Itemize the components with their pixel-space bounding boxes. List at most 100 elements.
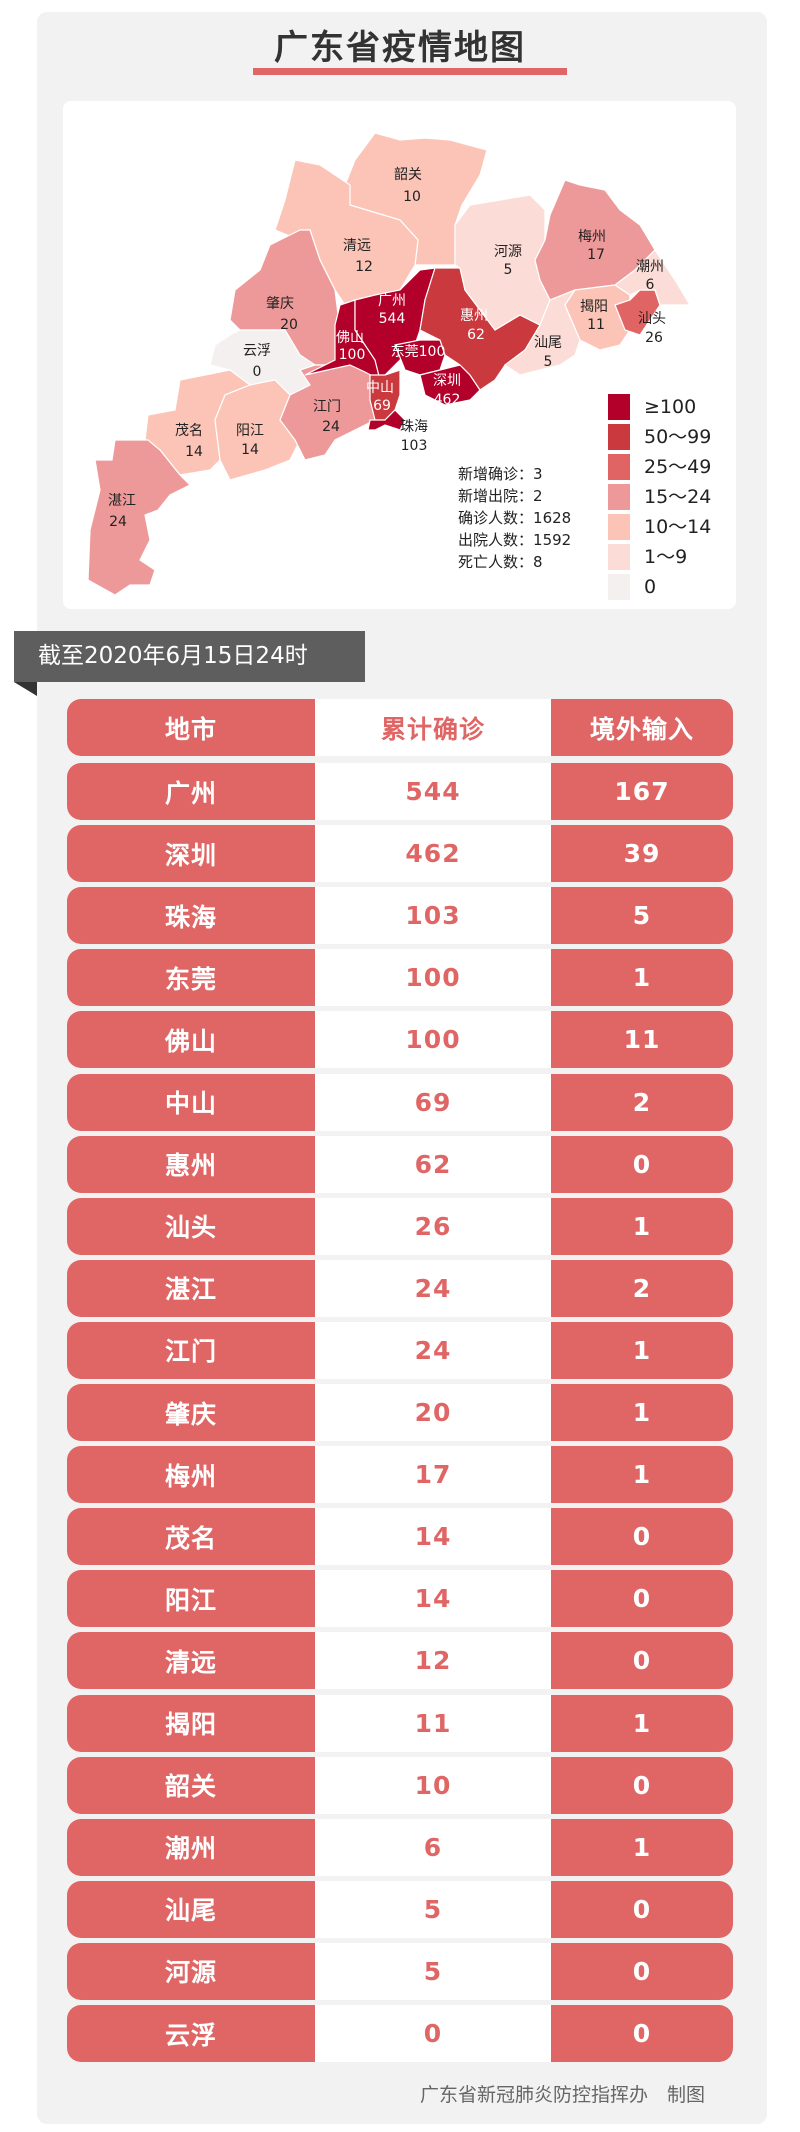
imported-cell: 0 — [551, 1880, 733, 1938]
region-name-label: 揭阳 — [580, 299, 608, 315]
imported-cell: 0 — [551, 1570, 733, 1628]
region-name-label: 佛山 — [336, 330, 364, 346]
imported-cell: 167 — [551, 763, 733, 820]
table-row: 韶关 10 0 — [67, 1756, 733, 1814]
region-name-label: 清远 — [343, 238, 371, 254]
table-row: 茂名 14 0 — [67, 1508, 733, 1566]
confirmed-cell: 累计确诊 — [315, 699, 551, 756]
imported-cell: 39 — [551, 825, 733, 883]
city-cell: 揭阳 — [67, 1694, 315, 1752]
map-region — [503, 288, 581, 376]
region-name-label: 惠州 — [460, 308, 488, 324]
legend-item: ≥100 — [608, 392, 711, 422]
map-region — [367, 409, 406, 431]
region-name-label: 汕尾 — [534, 335, 562, 351]
stats-block: 新增确诊：3 新增出院：2 确诊人数：1628 出院人数：1592 死亡人数：8 — [458, 463, 571, 573]
city-cell: 地市 — [67, 699, 315, 756]
confirmed-cell: 544 — [315, 763, 551, 820]
confirmed-cell: 5 — [315, 1880, 551, 1938]
city-cell: 江门 — [67, 1321, 315, 1379]
imported-cell: 1 — [551, 1818, 733, 1876]
imported-cell: 5 — [551, 887, 733, 945]
city-cell: 阳江 — [67, 1570, 315, 1628]
table-row: 广州 544 167 — [67, 763, 733, 820]
map-region — [394, 339, 446, 376]
city-cell: 湛江 — [67, 1259, 315, 1317]
legend-item: 50～99 — [608, 422, 711, 452]
legend-swatch — [608, 424, 630, 450]
region-name-label: 东莞100 — [391, 344, 446, 360]
stat-line: 出院人数：1592 — [458, 529, 571, 551]
table-row: 汕头 26 1 — [67, 1197, 733, 1255]
city-cell: 广州 — [67, 763, 315, 820]
region-value-label: 12 — [355, 259, 373, 275]
table-row: 汕尾 5 0 — [67, 1880, 733, 1938]
imported-cell: 1 — [551, 1694, 733, 1752]
table-header: 地市 累计确诊 境外输入 — [67, 699, 733, 756]
city-cell: 中山 — [67, 1073, 315, 1131]
table-row: 中山 69 2 — [67, 1073, 733, 1131]
region-name-label: 江门 — [313, 399, 341, 415]
legend-swatch — [608, 484, 630, 510]
region-name-label: 潮州 — [636, 259, 664, 275]
city-cell: 深圳 — [67, 825, 315, 883]
stat-label: 死亡人数 — [458, 553, 519, 571]
imported-cell: 0 — [551, 1632, 733, 1690]
region-name-label: 中山 — [366, 380, 394, 396]
region-value-label: 69 — [373, 398, 391, 414]
table-row: 阳江 14 0 — [67, 1570, 733, 1628]
stat-separator: ： — [518, 531, 534, 549]
stat-line: 确诊人数：1628 — [458, 507, 571, 529]
stat-separator: ： — [518, 487, 534, 505]
legend-label: 50～99 — [644, 426, 712, 448]
region-name-label: 云浮 — [243, 343, 271, 359]
stat-label: 新增确诊 — [458, 465, 519, 483]
date-tag: 截至2020年6月15日24时 — [14, 631, 365, 682]
region-value-label: 26 — [645, 330, 663, 346]
table-row: 惠州 62 0 — [67, 1135, 733, 1193]
region-name-label: 阳江 — [236, 423, 264, 439]
map-panel: 韶关 10 清远 12 肇庆 20 云浮 0 茂名 14 阳江 14 湛江 24 江门 24 佛山 100 广州 54… — [63, 101, 736, 609]
imported-cell: 0 — [551, 1756, 733, 1814]
region-name-label: 珠海 — [400, 419, 428, 435]
legend-label: 1～9 — [644, 546, 688, 568]
imported-cell: 11 — [551, 1011, 733, 1069]
imported-cell: 境外输入 — [551, 699, 733, 756]
confirmed-cell: 6 — [315, 1818, 551, 1876]
imported-cell: 0 — [551, 1508, 733, 1566]
confirmed-cell: 14 — [315, 1508, 551, 1566]
imported-cell: 1 — [551, 949, 733, 1007]
stat-label: 确诊人数 — [458, 509, 519, 527]
map-legend: ≥100 50～99 25～49 15～24 10～14 1～9 0 — [608, 392, 711, 602]
table-row: 云浮 0 0 — [67, 2005, 733, 2062]
stat-value: 1628 — [533, 509, 572, 527]
imported-cell: 1 — [551, 1384, 733, 1441]
confirmed-cell: 5 — [315, 1942, 551, 2000]
map-region — [144, 369, 252, 476]
region-value-label: 5 — [544, 354, 553, 370]
legend-swatch — [608, 514, 630, 540]
confirmed-cell: 0 — [315, 2005, 551, 2062]
stat-line: 死亡人数：8 — [458, 551, 571, 573]
legend-label: 15～24 — [644, 486, 712, 508]
region-name-label: 梅州 — [578, 229, 606, 245]
legend-swatch — [608, 394, 630, 420]
table-row: 梅州 17 1 — [67, 1446, 733, 1504]
region-value-label: 0 — [253, 364, 262, 380]
imported-cell: 0 — [551, 1942, 733, 2000]
stat-label: 新增出院 — [458, 487, 519, 505]
legend-swatch — [608, 574, 630, 600]
region-value-label: 462 — [434, 392, 461, 408]
stat-value: 3 — [533, 465, 543, 483]
stat-line: 新增确诊：3 — [458, 463, 571, 485]
table-row: 深圳 462 39 — [67, 825, 733, 883]
confirmed-cell: 103 — [315, 887, 551, 945]
stat-label: 出院人数 — [458, 531, 519, 549]
region-name-label: 河源 — [494, 244, 522, 260]
region-value-label: 24 — [109, 514, 127, 530]
region-name-label: 广州 — [378, 293, 406, 309]
confirmed-cell: 62 — [315, 1135, 551, 1193]
region-value-label: 100 — [339, 347, 366, 363]
table-row: 珠海 103 5 — [67, 887, 733, 945]
map-region — [354, 267, 436, 382]
